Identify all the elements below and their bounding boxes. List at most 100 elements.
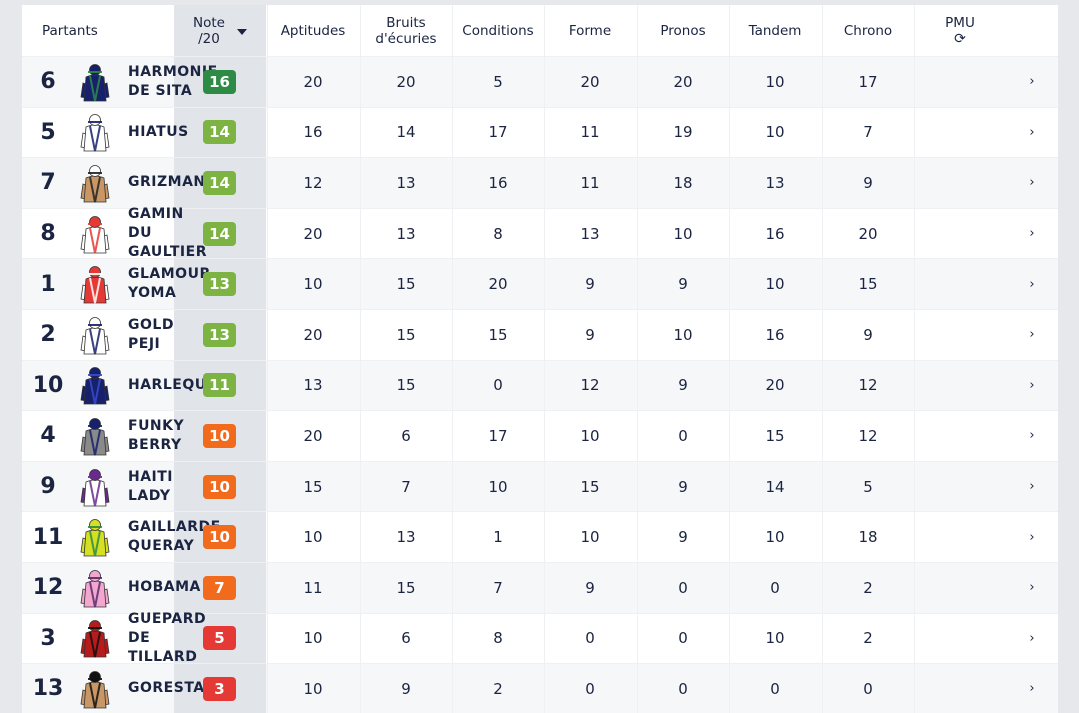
column-divider <box>360 5 361 56</box>
runner-row[interactable]: 7 GRIZMAN 14 12 13 16 11 18 13 9 › <box>22 157 1058 208</box>
header-col-0[interactable]: Aptitudes <box>267 5 359 56</box>
silk <box>77 563 113 613</box>
horse-name[interactable]: FUNKY BERRY <box>128 411 214 461</box>
column-divider <box>914 664 915 713</box>
horse-name[interactable]: GAMIN DU GAULTIER <box>128 206 214 260</box>
score-cell: 14 <box>396 123 416 142</box>
chevron-right-icon[interactable]: › <box>1029 630 1035 646</box>
chevron-right-icon[interactable]: › <box>1029 276 1035 292</box>
chevron-right-icon[interactable]: › <box>1029 226 1035 242</box>
runner-number: 4 <box>40 423 56 449</box>
column-divider <box>267 310 268 360</box>
column-divider <box>360 360 361 411</box>
chevron-right-icon[interactable]: › <box>1029 681 1035 697</box>
column-divider <box>822 57 823 107</box>
column-divider <box>729 208 730 259</box>
column-divider <box>914 208 915 259</box>
score-cell: 17 <box>858 72 878 91</box>
horse-name-line: BERRY <box>128 436 182 453</box>
header-col-4[interactable]: Pronos <box>637 5 729 56</box>
column-divider <box>637 613 638 664</box>
column-divider <box>729 259 730 309</box>
header-pmu[interactable]: PMU ⟳ <box>914 5 1006 56</box>
silk <box>77 57 113 107</box>
horse-name[interactable]: GRIZMAN <box>128 158 214 208</box>
runner-row[interactable]: 10 HARLEQUIN 11 13 15 0 12 9 20 12 › <box>22 359 1058 411</box>
score-cell: 11 <box>303 578 323 597</box>
runner-row[interactable]: 9 HAITI LADY 10 15 7 10 15 9 14 5 › <box>22 460 1058 512</box>
runner-row[interactable]: 5 HIATUS 14 16 14 17 11 19 10 7 › <box>22 106 1058 158</box>
header-col-5[interactable]: Tandem <box>729 5 821 56</box>
runner-row[interactable]: 12 HOBAMA 7 11 15 7 9 0 0 2 › <box>22 562 1058 613</box>
horse-name[interactable]: HARMONIE DE SITA <box>128 57 217 107</box>
header-col-1[interactable]: Bruits d'écuries <box>360 5 452 56</box>
score-cell: 7 <box>863 123 873 142</box>
horse-name-line: DE <box>128 629 151 646</box>
horse-name[interactable]: GUEPARD DE TILLARD <box>128 611 214 665</box>
runner-row[interactable]: 13 GORESTAN 3 10 9 2 0 0 0 0 › <box>22 663 1058 713</box>
score-cell: 15 <box>765 426 785 445</box>
horse-name[interactable]: HOBAMA <box>128 563 214 613</box>
chevron-right-icon[interactable]: › <box>1029 175 1035 191</box>
header-col-label: Conditions <box>462 22 534 39</box>
column-divider <box>267 158 268 208</box>
silk <box>77 158 113 208</box>
horse-name[interactable]: GAILLARDE QUERAY <box>128 512 220 562</box>
column-divider <box>452 613 453 664</box>
silk <box>77 664 113 713</box>
score-cell: 20 <box>303 325 323 344</box>
chevron-right-icon[interactable]: › <box>1029 428 1035 444</box>
column-divider <box>637 563 638 613</box>
header-col-2[interactable]: Conditions <box>452 5 544 56</box>
score-cell: 9 <box>678 376 688 395</box>
chevron-right-icon[interactable]: › <box>1029 377 1035 393</box>
horse-name-line: LADY <box>128 487 171 504</box>
score-cell: 13 <box>765 173 785 192</box>
horse-name[interactable]: GORESTAN <box>128 664 217 713</box>
runner-row[interactable]: 1 GLAMOUR YOMA 13 10 15 20 9 9 10 15 › <box>22 258 1058 309</box>
header-col-6[interactable]: Chrono <box>822 5 914 56</box>
note-badge: 3 <box>203 676 236 701</box>
runner-row[interactable]: 8 GAMIN DU GAULTIER 14 20 13 8 13 10 16 20 › <box>22 206 1058 260</box>
score-cell: 9 <box>678 275 688 294</box>
horse-name[interactable]: GLAMOUR YOMA <box>128 259 214 309</box>
horse-name-line: GORESTAN <box>128 680 217 697</box>
horse-name[interactable]: HIATUS <box>128 108 214 158</box>
note-scale: /20 <box>198 30 220 47</box>
score-cell: 15 <box>396 578 416 597</box>
chevron-right-icon[interactable]: › <box>1029 74 1035 90</box>
chevron-right-icon[interactable]: › <box>1029 327 1035 343</box>
horse-name-line: GAILLARDE <box>128 519 221 536</box>
runner-row[interactable]: 2 GOLD PEJI 13 20 15 15 9 10 16 9 › <box>22 309 1058 360</box>
column-divider <box>822 360 823 411</box>
chevron-right-icon[interactable]: › <box>1029 580 1035 596</box>
score-cell: 0 <box>678 629 688 648</box>
sort-note-header[interactable]: Note /20 <box>174 5 266 56</box>
column-divider <box>822 158 823 208</box>
horse-name[interactable]: HARLEQUIN <box>128 361 224 411</box>
chevron-right-icon[interactable]: › <box>1029 479 1035 495</box>
runner-row[interactable]: 4 FUNKY BERRY 10 20 6 17 10 0 15 12 › <box>22 410 1058 461</box>
column-divider <box>267 208 268 259</box>
header-col-3[interactable]: Forme <box>544 5 636 56</box>
header-col-label-2: d'écuries <box>375 30 437 47</box>
horse-name[interactable]: GOLD PEJI <box>128 310 214 360</box>
horse-name[interactable]: HAITI LADY <box>128 462 214 512</box>
chevron-right-icon[interactable]: › <box>1029 529 1035 545</box>
score-cell: 20 <box>303 72 323 91</box>
column-divider <box>544 5 545 56</box>
chevron-right-icon[interactable]: › <box>1029 124 1035 140</box>
note-badge: 11 <box>203 373 236 398</box>
runner-row[interactable]: 11 GAILLARDE QUERAY 10 10 13 1 10 9 10 18 › <box>22 511 1058 562</box>
score-cell: 15 <box>396 376 416 395</box>
silk <box>77 462 113 512</box>
runner-row[interactable]: 6 HARMONIE DE SITA 16 20 20 5 20 20 10 17 › <box>22 56 1058 107</box>
column-divider <box>267 259 268 309</box>
column-divider <box>914 107 915 158</box>
score-cell: 15 <box>396 325 416 344</box>
caret-down-icon <box>236 28 247 35</box>
runner-row[interactable]: 3 GUEPARD DE TILLARD 5 10 6 8 0 0 10 2 › <box>22 611 1058 665</box>
score-cell: 9 <box>863 325 873 344</box>
column-divider <box>822 461 823 512</box>
score-cell: 12 <box>858 426 878 445</box>
